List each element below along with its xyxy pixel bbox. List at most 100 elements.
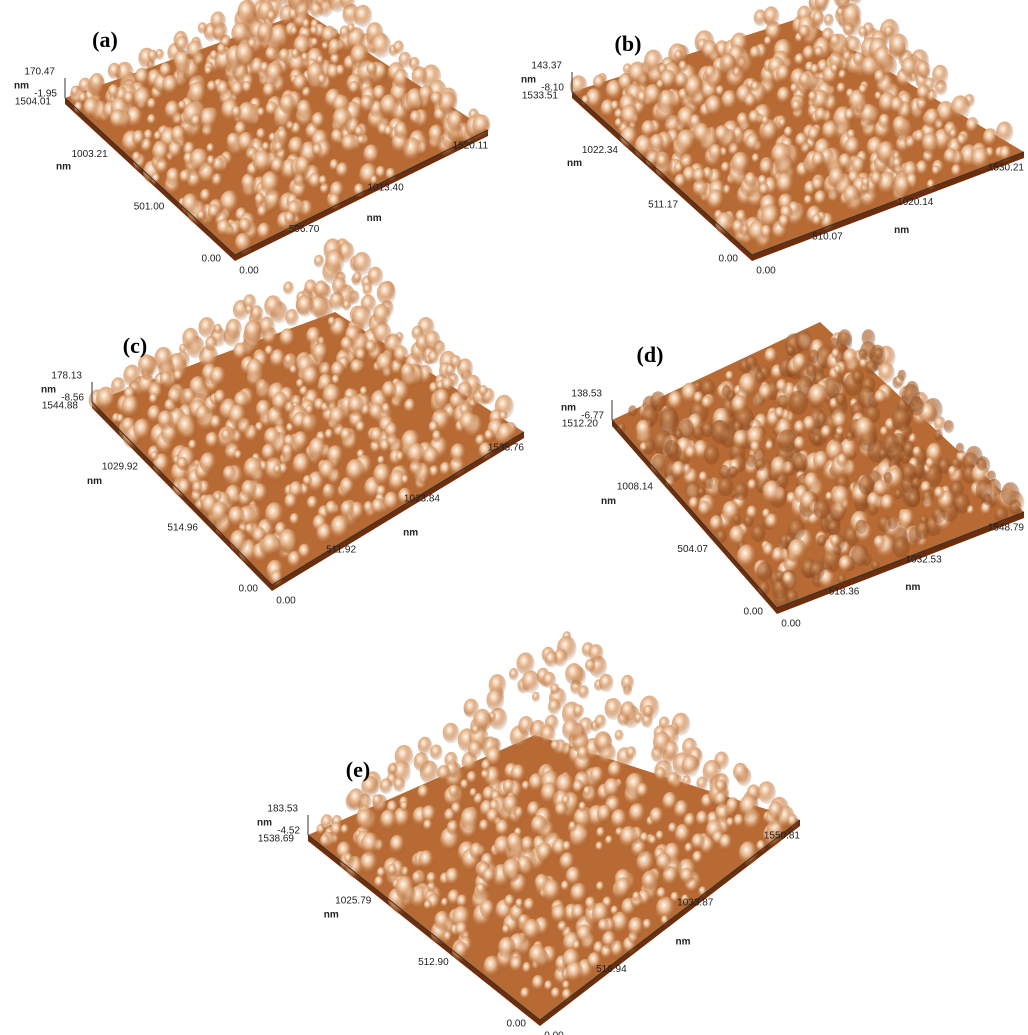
grain: [210, 11, 226, 30]
afm-panel: (c)178.13nm-8.560.00514.961029.921544.88…: [41, 238, 524, 606]
grain: [217, 43, 227, 55]
grain: [350, 44, 369, 68]
grain: [182, 193, 200, 215]
grain: [744, 172, 757, 188]
grain: [550, 683, 559, 695]
grain: [878, 515, 892, 532]
grain: [578, 685, 589, 699]
grain: [877, 141, 896, 164]
grain: [771, 143, 791, 168]
grain: [245, 523, 255, 535]
grain: [545, 651, 558, 668]
grain: [898, 370, 907, 381]
grain: [682, 776, 691, 787]
grain: [830, 34, 841, 48]
grain: [208, 204, 221, 220]
x-tick-label: 1550.81: [764, 831, 801, 842]
grain: [726, 817, 735, 828]
grain: [626, 746, 637, 759]
grain: [310, 25, 319, 36]
grain: [814, 46, 824, 58]
grain: [376, 352, 394, 374]
z-max: 143.37: [531, 61, 562, 72]
grain: [951, 164, 962, 177]
grain: [716, 212, 734, 235]
grain: [399, 52, 412, 69]
grain: [319, 175, 328, 186]
grain: [541, 782, 559, 805]
grain: [380, 778, 393, 794]
grain: [174, 50, 192, 72]
grain: [471, 724, 480, 735]
grain: [253, 150, 273, 175]
grain: [484, 429, 494, 442]
grain: [459, 411, 477, 433]
grain: [874, 535, 886, 550]
grain: [148, 50, 158, 62]
grain: [238, 132, 255, 154]
grain: [884, 472, 893, 483]
grain: [226, 319, 242, 340]
grain: [737, 112, 750, 128]
grain: [277, 128, 288, 142]
grain: [839, 555, 853, 573]
y-tick-label: 1512.20: [562, 419, 599, 430]
grain: [371, 34, 391, 59]
grain: [371, 498, 385, 515]
grain: [833, 412, 848, 430]
grain: [715, 779, 726, 793]
y-tick-label: 0.00: [719, 254, 739, 265]
grain: [532, 692, 540, 702]
grain: [739, 373, 759, 397]
grain: [373, 304, 390, 326]
grain: [328, 193, 341, 209]
grain: [573, 780, 585, 795]
grain: [497, 423, 514, 445]
grain: [390, 835, 406, 855]
grain: [340, 428, 352, 443]
grain: [566, 867, 582, 887]
x-tick-label: 1535.76: [488, 443, 525, 454]
grain: [725, 371, 734, 382]
grain: [210, 50, 219, 61]
grain: [771, 456, 788, 478]
grain: [157, 410, 173, 430]
grain: [758, 781, 776, 804]
grain: [976, 480, 993, 501]
grain: [709, 144, 723, 161]
grain: [467, 771, 478, 785]
grain: [571, 904, 585, 922]
grain: [718, 477, 734, 496]
grain: [813, 434, 822, 445]
grain: [824, 14, 834, 27]
grain: [483, 868, 496, 884]
x-tick-label: 1033.87: [677, 897, 714, 908]
grain: [565, 663, 583, 685]
y-unit: nm: [87, 476, 102, 487]
y-unit: nm: [324, 910, 339, 921]
y-tick-label: 1029.92: [102, 462, 139, 473]
grain: [132, 130, 145, 147]
grain: [642, 872, 657, 890]
grain: [760, 225, 772, 240]
grain: [932, 65, 948, 86]
grain: [852, 370, 864, 385]
grain: [302, 19, 311, 30]
grain: [270, 570, 283, 586]
grain: [426, 872, 437, 885]
z-max: 138.53: [571, 389, 602, 400]
grain: [437, 765, 451, 782]
grain: [983, 128, 998, 147]
grain: [832, 486, 851, 509]
grain: [374, 876, 384, 889]
grain: [917, 84, 931, 101]
panel-label: (c): [123, 333, 147, 358]
grain: [529, 944, 547, 967]
grain: [476, 883, 486, 895]
grain: [810, 64, 820, 76]
grain: [705, 66, 716, 80]
grain: [650, 391, 666, 411]
y-tick-label: 501.00: [134, 201, 165, 212]
x-tick-label: 0.00: [239, 266, 259, 277]
grain: [197, 210, 206, 221]
